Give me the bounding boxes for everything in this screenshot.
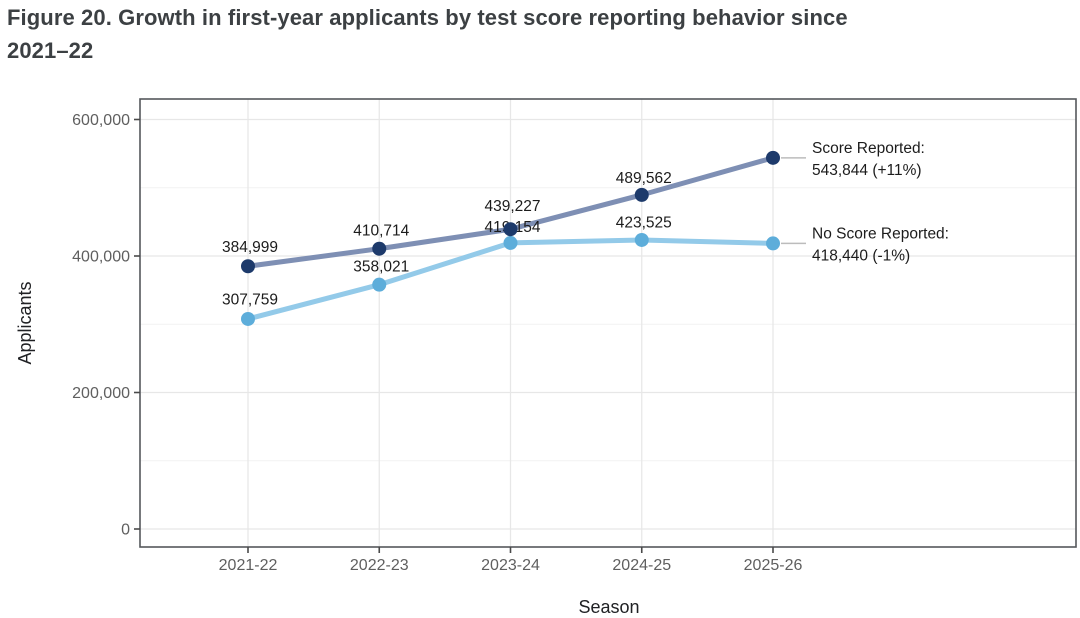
point-no-score-reported-2023-24	[503, 235, 518, 250]
figure-title-line1: Figure 20. Growth in first-year applican…	[7, 5, 848, 30]
annotation-score-reported-name: Score Reported:	[812, 140, 925, 157]
data-label-score-reported-2022-23: 410,714	[353, 223, 409, 240]
figure-title: Figure 20. Growth in first-year applican…	[7, 1, 957, 67]
point-score-reported-2022-23	[372, 241, 387, 256]
x-axis-tick-labels: 2021-22 2022-23 2023-24 2024-25 2025-26	[219, 557, 803, 574]
x-tick-label: 2024-25	[612, 557, 671, 574]
point-score-reported-2024-25	[634, 187, 649, 202]
gridlines-major	[140, 99, 1076, 547]
annotation-score-reported-value: 543,844 (+11%)	[812, 162, 922, 179]
axis-ticks	[134, 118, 774, 553]
data-label-no-score-reported-2022-23: 358,021	[353, 259, 409, 276]
x-tick-label: 2022-23	[350, 557, 409, 574]
point-no-score-reported-2024-25	[634, 232, 649, 247]
data-label-score-reported-2023-24: 439,227	[484, 198, 540, 215]
x-tick-label: 2023-24	[481, 557, 540, 574]
y-tick-label: 600,000	[72, 112, 130, 129]
point-score-reported-2023-24	[503, 222, 518, 237]
x-tick-label: 2021-22	[219, 557, 278, 574]
data-label-score-reported-2021-22: 384,999	[222, 239, 278, 256]
data-label-no-score-reported-2024-25: 423,525	[616, 214, 672, 231]
y-axis-title: Applicants	[15, 281, 35, 364]
gridlines-minor	[140, 187, 1076, 462]
y-axis-tick-labels: 0 200,000 400,000 600,000	[72, 112, 130, 539]
x-tick-label: 2025-26	[744, 557, 803, 574]
point-no-score-reported-2025-26	[766, 236, 780, 251]
y-tick-label: 400,000	[72, 249, 130, 266]
y-tick-label: 0	[121, 522, 130, 539]
point-score-reported-2021-22	[241, 259, 255, 274]
figure-title-line2: 2021–22	[7, 38, 94, 63]
y-tick-label: 200,000	[72, 385, 130, 402]
annotation-no-score-reported-name: No Score Reported:	[812, 225, 949, 242]
data-label-score-reported-2024-25: 489,562	[616, 170, 672, 187]
data-labels: 384,999 410,714 439,227 489,562 307,759 358,0…	[222, 170, 672, 309]
point-no-score-reported-2022-23	[372, 277, 387, 292]
series-annotations: Score Reported: 543,844 (+11%) No Score Re…	[781, 140, 949, 264]
annotation-no-score-reported-value: 418,440 (-1%)	[812, 247, 910, 264]
data-label-no-score-reported-2021-22: 307,759	[222, 291, 278, 308]
plot-border	[139, 98, 1077, 548]
point-score-reported-2025-26	[766, 150, 780, 165]
series-points	[241, 150, 780, 326]
x-axis-title: Season	[578, 597, 639, 617]
point-no-score-reported-2021-22	[241, 311, 255, 326]
